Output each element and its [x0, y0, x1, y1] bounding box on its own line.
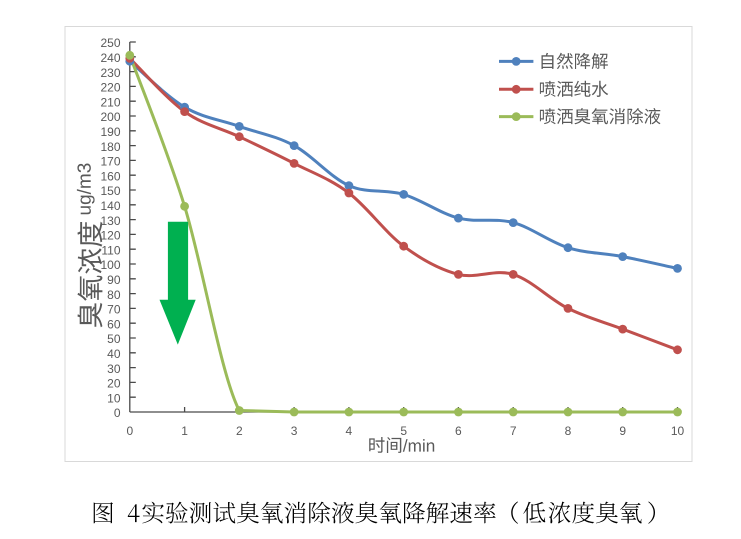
svg-text:30: 30 — [107, 362, 121, 376]
svg-text:10: 10 — [671, 424, 685, 438]
svg-text:90: 90 — [107, 273, 121, 287]
svg-text:240: 240 — [100, 51, 120, 65]
svg-text:120: 120 — [100, 229, 120, 243]
svg-text:6: 6 — [455, 424, 462, 438]
svg-text:100: 100 — [100, 258, 120, 272]
svg-text:230: 230 — [100, 66, 120, 80]
svg-text:8: 8 — [565, 424, 572, 438]
svg-text:140: 140 — [100, 199, 120, 213]
svg-text:50: 50 — [107, 332, 121, 346]
svg-text:70: 70 — [107, 303, 121, 317]
svg-text:1: 1 — [181, 424, 188, 438]
svg-text:200: 200 — [100, 110, 120, 124]
svg-text:40: 40 — [107, 347, 121, 361]
svg-text:110: 110 — [101, 243, 120, 257]
svg-text:220: 220 — [100, 81, 120, 95]
svg-text:80: 80 — [107, 288, 121, 302]
svg-text:180: 180 — [100, 140, 120, 154]
svg-text:150: 150 — [100, 184, 120, 198]
svg-text:210: 210 — [100, 95, 120, 109]
svg-text:3: 3 — [291, 424, 298, 438]
svg-text:160: 160 — [100, 169, 120, 183]
svg-text:60: 60 — [107, 317, 121, 331]
svg-text:0: 0 — [126, 424, 133, 438]
svg-text:130: 130 — [100, 214, 120, 228]
svg-text:5: 5 — [400, 424, 407, 438]
svg-text:170: 170 — [100, 155, 120, 169]
svg-text:4: 4 — [346, 424, 353, 438]
svg-text:250: 250 — [100, 36, 120, 50]
svg-text:7: 7 — [510, 424, 517, 438]
svg-text:190: 190 — [100, 125, 120, 139]
svg-text:9: 9 — [619, 424, 626, 438]
svg-text:10: 10 — [107, 391, 121, 405]
svg-text:20: 20 — [107, 377, 121, 391]
svg-text:0: 0 — [114, 406, 121, 420]
svg-text:2: 2 — [236, 424, 243, 438]
